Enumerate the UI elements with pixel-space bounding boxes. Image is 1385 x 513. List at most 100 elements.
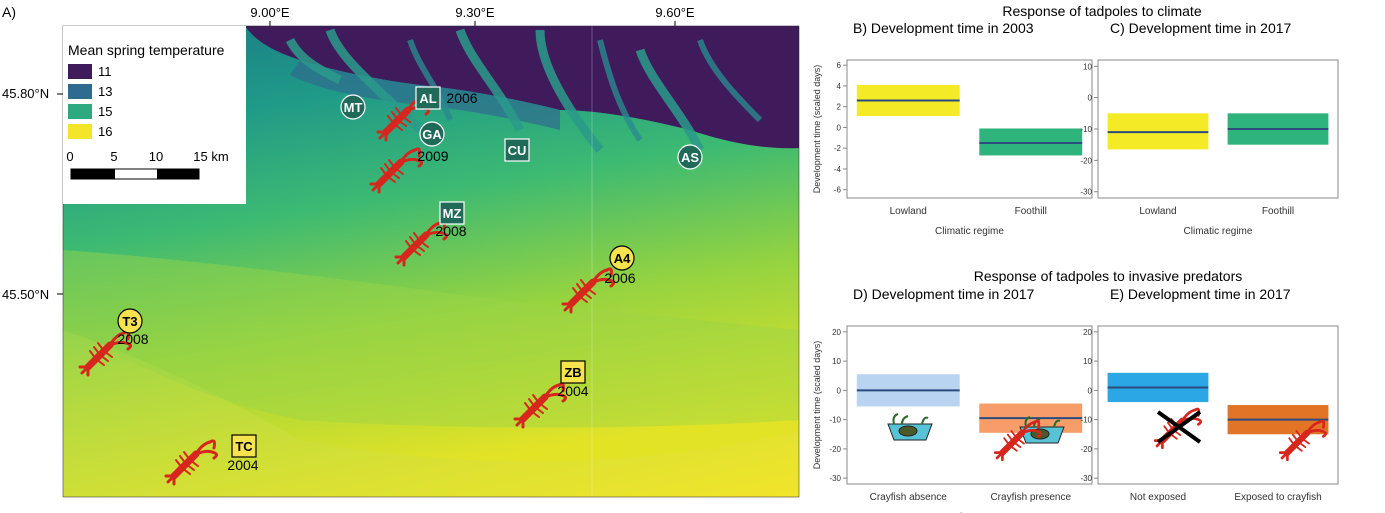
y-tick-label: -30 <box>1080 474 1092 483</box>
category-label: Exposed to crayfish <box>1234 492 1321 503</box>
site-year: 2004 <box>227 457 258 473</box>
y-tick-label: 0 <box>837 123 842 132</box>
chart-title: E) Development time in 2017 <box>1110 286 1291 302</box>
category-label: Foothill <box>1262 206 1294 217</box>
site-circle <box>677 144 703 170</box>
y-tick-label: 0 <box>1088 94 1093 103</box>
y-tick-label: -20 <box>829 445 841 454</box>
site-code: AS <box>681 150 699 165</box>
tadpole-icon <box>898 425 918 437</box>
y-tick-label: 10 <box>1083 62 1092 71</box>
tank-icon <box>887 413 933 441</box>
scale-label: 0 <box>66 149 73 164</box>
y-axis-label: Development time (scaled days) <box>812 65 822 194</box>
chart-panel: E) Development time in 2017 20 10 0 -10 -20 -3… <box>1080 286 1339 513</box>
site-marker: MZ 2008 <box>396 201 467 265</box>
y-tick-label: -10 <box>1080 416 1092 425</box>
site-year: 2008 <box>117 331 148 347</box>
y-tick-label: -10 <box>829 416 841 425</box>
scale-label: 15 km <box>193 149 228 164</box>
site-circle <box>419 121 445 147</box>
site-code: ZB <box>564 365 581 380</box>
y-tick-label: -2 <box>834 144 842 153</box>
category-label: Lowland <box>1139 206 1176 217</box>
legend-title: Mean spring temperature <box>68 42 225 58</box>
site-code: GA <box>422 127 442 142</box>
legend-label: 11 <box>98 64 112 79</box>
category-label: Crayfish absence <box>870 492 948 503</box>
map-panel-label: A) <box>2 4 16 20</box>
site-square <box>504 138 530 162</box>
chart-panel: B) Development time in 2003 6 4 2 0 -2 -4 -6 Low… <box>812 20 1093 237</box>
site-code: MT <box>344 100 363 115</box>
legend-swatch <box>68 104 92 119</box>
site-code: AL <box>419 91 436 106</box>
predators-section-title: Response of tadpoles to invasive predato… <box>974 268 1243 284</box>
y-tick-label: -10 <box>1080 125 1092 134</box>
y-tick-label: 10 <box>1083 357 1092 366</box>
lon-tick-label: 9.60°E <box>655 5 695 20</box>
chart-title: B) Development time in 2003 <box>853 20 1034 36</box>
site-square <box>560 360 586 384</box>
legend-label: 16 <box>98 124 112 139</box>
category-label: Not exposed <box>1130 492 1186 503</box>
legend-label: 13 <box>98 84 112 99</box>
y-tick-label: -4 <box>834 165 842 174</box>
cross-icon <box>1156 410 1202 444</box>
y-axis-label: Development time (scaled days) <box>812 341 822 470</box>
site-square <box>439 201 465 225</box>
site-code: TC <box>235 439 253 454</box>
site-marker: MT <box>340 94 366 120</box>
site-year: 2006 <box>604 270 635 286</box>
site-code: MZ <box>443 206 462 221</box>
lon-tick-label: 9.00°E <box>250 5 290 20</box>
site-square <box>231 434 257 458</box>
y-tick-label: -6 <box>834 186 842 195</box>
map-panel: A) 9.00°E 9.30°E 9.60°E 45.80°N 45.50°N <box>2 4 800 498</box>
y-tick-label: 0 <box>837 386 842 395</box>
site-marker: AL 2006 <box>378 86 478 140</box>
y-tick-label: -30 <box>1080 188 1092 197</box>
lon-tick-label: 9.30°E <box>455 5 495 20</box>
site-marker: ZB 2004 <box>515 360 589 427</box>
x-axis-label: Climatic regime <box>1184 226 1253 237</box>
y-tick-label: 4 <box>837 82 842 91</box>
legend-swatch <box>68 84 92 99</box>
plant-icon <box>892 413 929 425</box>
scale-label: 5 <box>110 149 117 164</box>
site-circle <box>117 308 143 334</box>
legend-label: 15 <box>98 104 112 119</box>
y-tick-label: -20 <box>1080 445 1092 454</box>
legend-swatch <box>68 124 92 139</box>
site-square <box>415 86 441 110</box>
x-axis-label: Climatic regime <box>935 226 1004 237</box>
y-tick-label: 20 <box>832 328 841 337</box>
y-tick-label: 20 <box>1083 328 1092 337</box>
site-marker: A4 2006 <box>563 245 636 312</box>
legend-swatch <box>68 64 92 79</box>
y-tick-label: 10 <box>832 357 841 366</box>
site-circle <box>340 94 366 120</box>
y-tick-label: -20 <box>1080 156 1092 165</box>
chart-panel: D) Development time in 2017 20 10 0 -10 -20 -3… <box>812 286 1093 513</box>
y-tick-label: -30 <box>829 474 841 483</box>
lat-tick-label: 45.50°N <box>2 287 49 302</box>
site-marker: GA 2009 <box>371 121 449 192</box>
category-label: Foothill <box>1015 206 1047 217</box>
site-circle <box>609 245 635 271</box>
interval-bar <box>979 128 1083 156</box>
site-year: 2008 <box>435 223 466 239</box>
category-label: Crayfish presence <box>990 492 1071 503</box>
y-tick-label: 2 <box>837 103 842 112</box>
climate-section-title: Response of tadpoles to climate <box>1002 3 1201 19</box>
site-code: T3 <box>122 314 137 329</box>
site-marker: CU <box>504 138 530 162</box>
chart-title: D) Development time in 2017 <box>853 286 1035 302</box>
chart-title: C) Development time in 2017 <box>1110 20 1292 36</box>
site-code: CU <box>508 143 527 158</box>
y-tick-label: 6 <box>837 61 842 70</box>
category-label: Lowland <box>890 206 927 217</box>
scale-label: 10 <box>149 149 163 164</box>
site-year: 2009 <box>417 148 448 164</box>
